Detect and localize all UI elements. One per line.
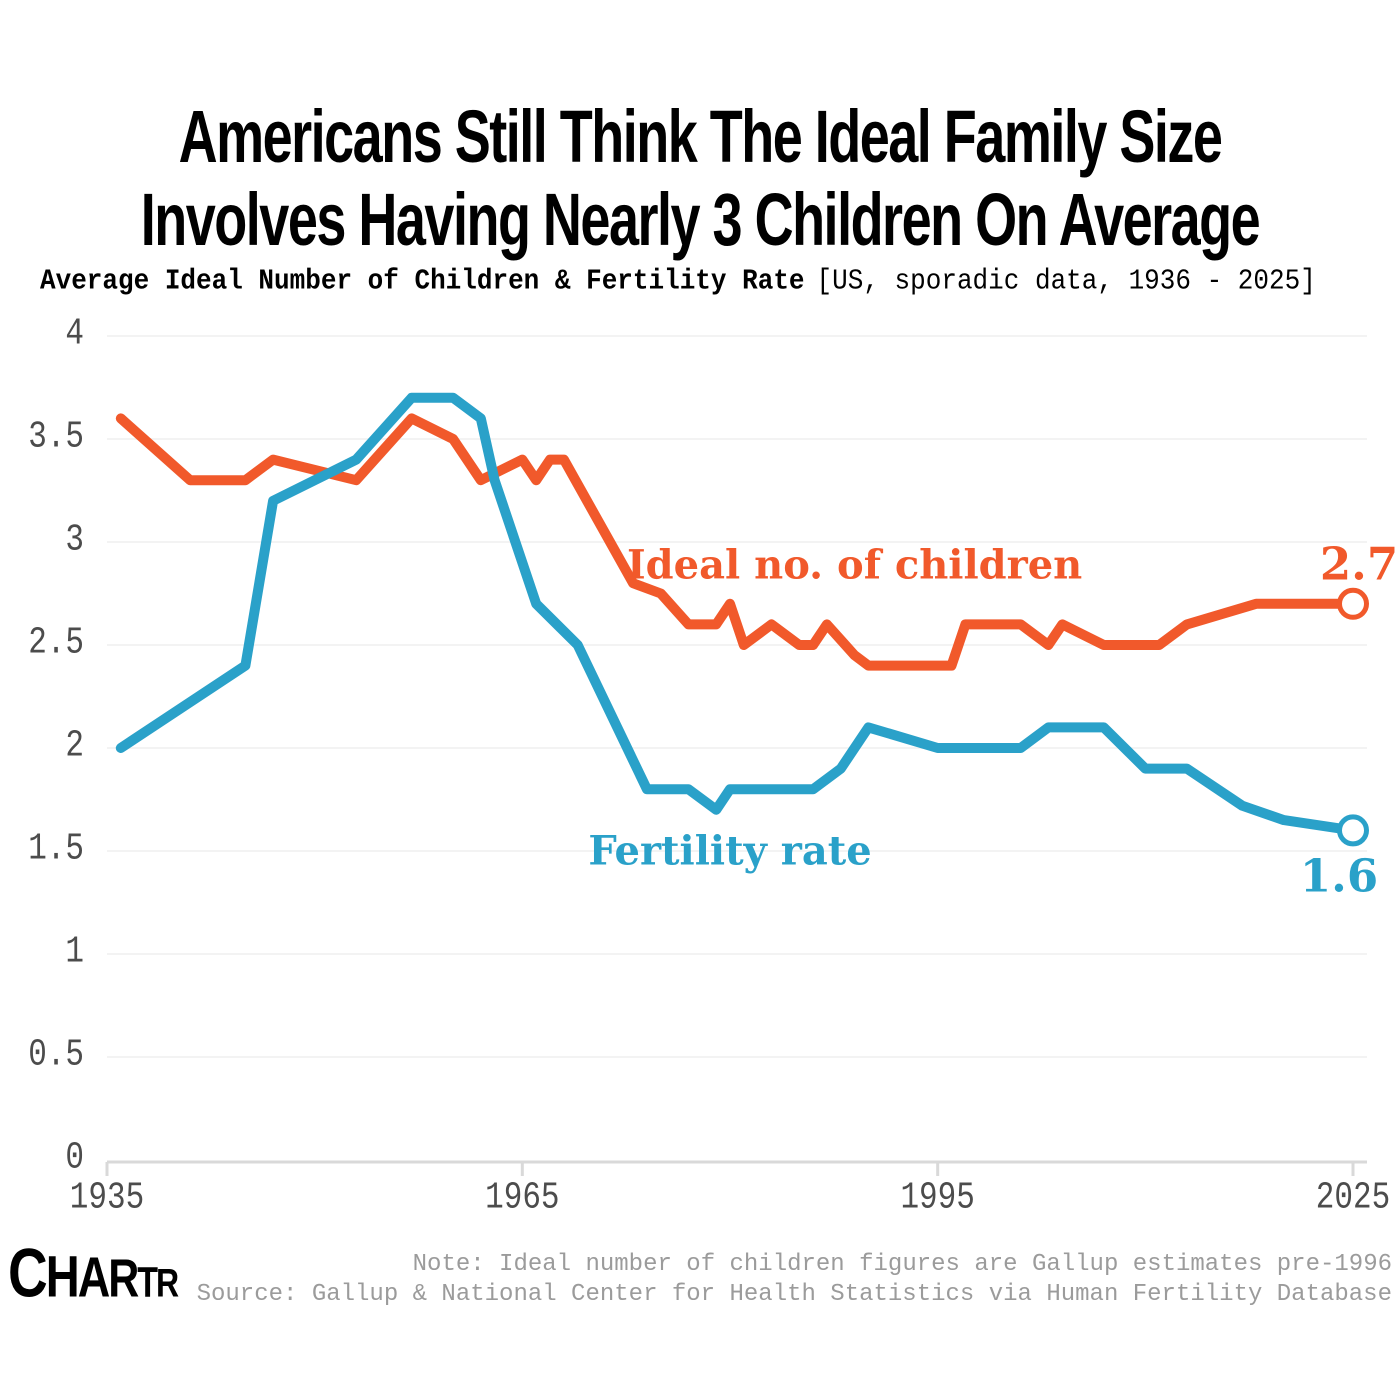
logo-letter: A — [77, 1245, 110, 1309]
chart-subtitle-note: [US, sporadic data, 1936 - 2025] — [816, 264, 1316, 298]
series-line-fertility-rate — [115, 392, 1358, 836]
series-line-ideal-children — [115, 413, 1358, 671]
chart-footer: Note: Ideal number of children figures a… — [197, 1250, 1392, 1310]
footer-note: Note: Ideal number of children figures a… — [412, 1251, 1392, 1278]
chart-title-line-2: Involves Having Nearly 3 Children On Ave… — [140, 178, 1261, 262]
chart-title-line-1: Americans Still Think The Ideal Family S… — [178, 96, 1223, 179]
footer-source: Source: Gallup & National Center for Hea… — [196, 1281, 1392, 1308]
logo-letter: T — [137, 1258, 158, 1307]
chart-title: Americans Still Think The Ideal Family S… — [0, 96, 1400, 262]
logo-letter: R — [108, 1248, 139, 1309]
chart-subtitle: Average Ideal Number of Children & Ferti… — [40, 264, 1316, 298]
chart-subtitle-main: Average Ideal Number of Children & Ferti… — [40, 264, 805, 298]
end-marker-fertility-rate — [1337, 814, 1369, 847]
logo-letter: R — [156, 1260, 179, 1305]
logo-letter: C — [8, 1233, 48, 1312]
end-marker-ideal-children — [1337, 587, 1369, 620]
logo-letter: H — [45, 1242, 80, 1309]
